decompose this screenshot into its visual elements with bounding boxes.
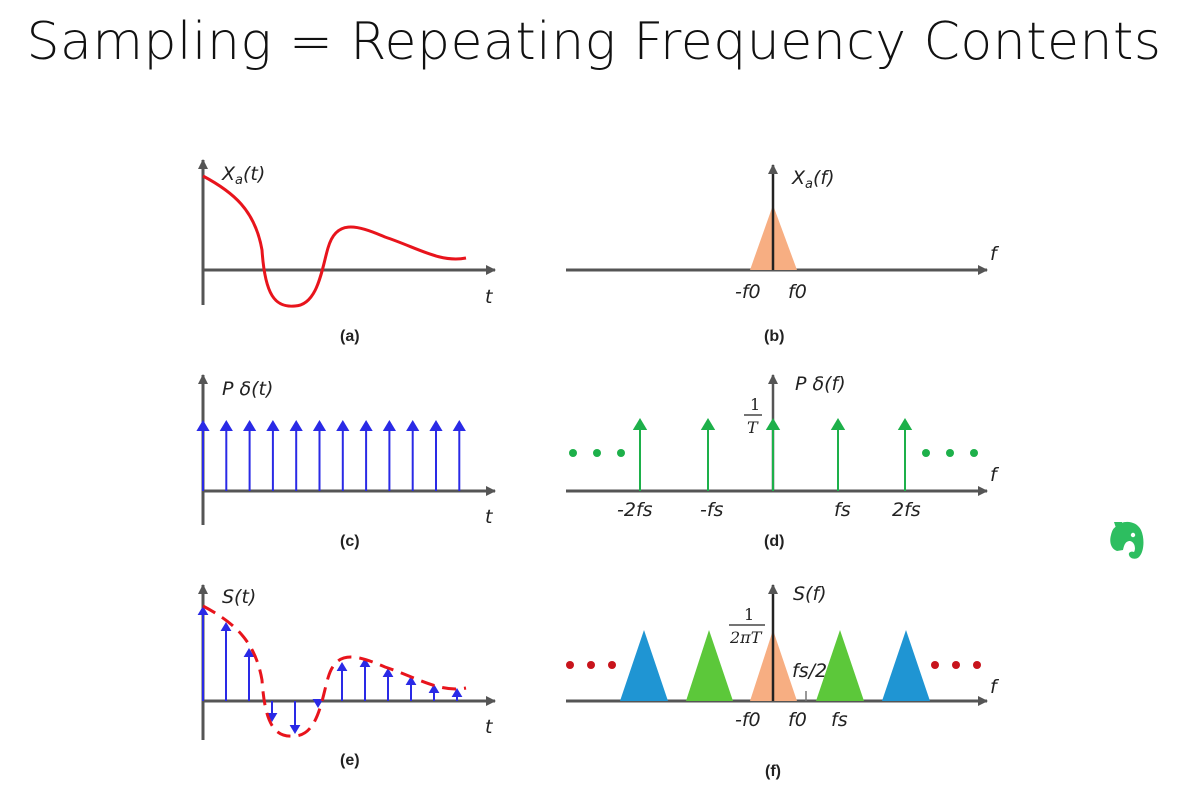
panel-d: 1 T P δ(f) f -2fs -fs fs 2fs (d) <box>566 373 1000 550</box>
sample-arrow <box>405 676 417 701</box>
sample-arrow <box>428 684 440 701</box>
panel-d-right-ellipsis <box>922 449 978 457</box>
impulse-arrow <box>243 420 257 491</box>
impulse-arrow <box>196 420 210 491</box>
ellipsis-dot <box>922 449 930 457</box>
panel-f-amp-denominator: 2πT <box>729 628 763 647</box>
ellipsis-dot <box>952 661 960 669</box>
panel-e-x-label: t <box>485 716 494 738</box>
sample-arrow <box>220 622 232 701</box>
sample-arrow <box>451 688 463 701</box>
ellipsis-dot <box>587 661 595 669</box>
panel-f-tick-f0: f0 <box>788 709 807 731</box>
impulse-arrow <box>312 420 327 491</box>
panel-f-left-ellipsis <box>566 661 616 669</box>
panel-d-amp-denominator: T <box>747 418 759 437</box>
panel-f-amplitude-fraction: 1 2πT <box>729 605 765 647</box>
ellipsis-dot <box>973 661 981 669</box>
panel-e-sample-impulses <box>197 606 463 734</box>
sample-arrow <box>336 662 348 701</box>
panel-e: S(t) t (e) <box>197 584 496 769</box>
evernote-elephant-icon[interactable] <box>1110 521 1144 559</box>
panel-f-y-label: S(f) <box>793 583 827 605</box>
impulse-arrow <box>219 420 233 491</box>
panel-d-amp-numerator: 1 <box>750 395 760 414</box>
sample-arrow <box>382 668 394 701</box>
panel-f-half-rate-label: fs/2 <box>792 660 827 682</box>
panel-c-y-label: P δ(t) <box>222 378 273 400</box>
panel-b-x-label: f <box>990 243 1000 265</box>
sample-arrow <box>266 701 278 722</box>
panel-c-caption: (c) <box>340 533 360 550</box>
impulse-arrow <box>406 420 420 491</box>
panel-d-y-label: P δ(f) <box>795 373 846 395</box>
panel-d-tick-neg-fs: -fs <box>700 499 724 521</box>
panel-a-signal-curve <box>202 174 467 308</box>
ellipsis-dot <box>569 449 577 457</box>
impulse-arrow <box>266 420 280 491</box>
ellipsis-dot <box>566 661 574 669</box>
panel-f: 1 2πT S(f) fs/2 f -f0 f0 fs (f) <box>566 583 1000 780</box>
panel-f-replica-green-left <box>686 630 733 701</box>
impulse-arrow <box>359 420 373 491</box>
impulse-arrow <box>429 420 443 491</box>
ellipsis-dot <box>931 661 939 669</box>
panel-c-x-label: t <box>485 506 494 528</box>
panel-d-tick-fs: fs <box>834 499 851 521</box>
panel-c: P δ(t) t (c) <box>196 374 496 550</box>
impulse-arrow <box>452 420 466 491</box>
panel-f-x-label: f <box>990 676 1000 698</box>
ellipsis-dot <box>970 449 978 457</box>
panel-f-tick-fs: fs <box>831 709 848 731</box>
impulse-arrow <box>382 420 396 491</box>
panel-d-amplitude-fraction: 1 T <box>744 395 762 437</box>
slide-title: Sampling = Repeating Frequency Contents <box>26 12 1162 72</box>
panel-f-amp-numerator: 1 <box>744 605 754 624</box>
panel-d-impulse-train <box>632 418 913 491</box>
panel-a-caption: (a) <box>340 328 360 345</box>
ellipsis-dot <box>946 449 954 457</box>
ellipsis-dot <box>593 449 601 457</box>
sample-arrow <box>312 699 324 708</box>
spectral-impulse-arrow <box>830 418 846 491</box>
panel-a: Xa(t) t (a) <box>198 159 496 345</box>
panel-b-y-label: Xa(f) <box>791 167 835 192</box>
panel-f-tick-neg-f0: -f0 <box>735 709 761 731</box>
panel-f-replica-blue-left <box>620 630 668 701</box>
panel-c-impulse-train <box>196 420 466 491</box>
panel-f-replica-green-right <box>816 630 864 701</box>
panel-e-y-label: S(t) <box>222 586 256 608</box>
ellipsis-dot <box>608 661 616 669</box>
panel-e-caption: (e) <box>340 752 360 769</box>
panel-b: Xa(f) f -f0 f0 (b) <box>566 164 1000 345</box>
panel-d-left-ellipsis <box>569 449 625 457</box>
spectral-impulse-arrow <box>765 418 781 491</box>
impulse-arrow <box>336 420 350 491</box>
panel-a-x-label: t <box>485 286 494 308</box>
panel-d-x-label: f <box>990 464 1000 486</box>
panel-b-tick-f0: f0 <box>788 281 807 303</box>
sample-arrow <box>359 658 371 701</box>
panel-f-caption: (f) <box>765 763 781 780</box>
spectral-impulse-arrow <box>632 418 648 491</box>
spectral-impulse-arrow <box>700 418 716 491</box>
panel-f-replica-blue-right <box>882 630 930 701</box>
panel-d-tick-2fs: 2fs <box>892 499 921 521</box>
panel-b-caption: (b) <box>764 328 784 345</box>
sample-arrow <box>197 606 209 701</box>
panel-d-caption: (d) <box>764 533 784 550</box>
panel-b-tick-neg-f0: -f0 <box>735 281 761 303</box>
panel-a-y-label: Xa(t) <box>221 163 265 188</box>
sample-arrow <box>289 701 301 734</box>
ellipsis-dot <box>617 449 625 457</box>
panel-e-envelope-curve <box>202 604 467 738</box>
panel-d-tick-neg-2fs: -2fs <box>617 499 653 521</box>
sample-arrow <box>243 648 255 701</box>
spectral-impulse-arrow <box>897 418 913 491</box>
panel-f-right-ellipsis <box>931 661 981 669</box>
impulse-arrow <box>289 420 303 491</box>
